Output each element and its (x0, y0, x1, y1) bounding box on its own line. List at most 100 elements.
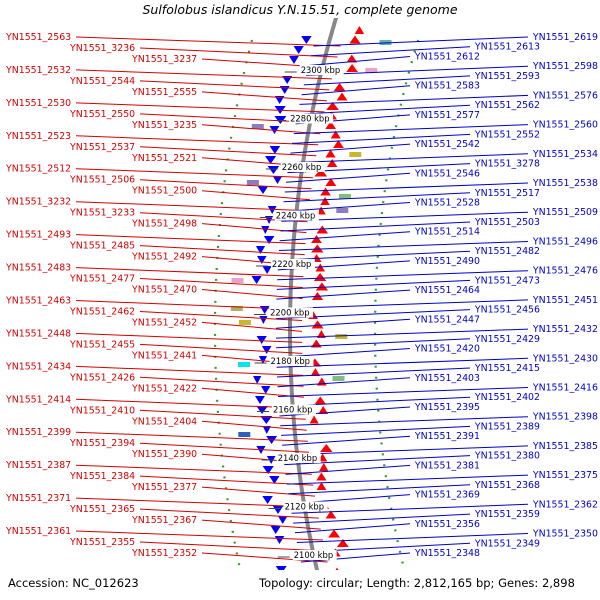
forward-gene-label[interactable]: YN1551_2448 (5, 328, 71, 339)
reverse-gene-label[interactable]: YN1551_2362 (532, 499, 598, 510)
reverse-gene-label[interactable]: YN1551_2542 (414, 139, 480, 150)
forward-gene-label[interactable]: YN1551_2563 (5, 32, 71, 43)
forward-gene-label[interactable]: YN1551_2506 (69, 175, 135, 186)
reverse-gene-label[interactable]: YN1551_2612 (414, 52, 480, 63)
reverse-gene-label[interactable]: YN1551_2598 (532, 61, 598, 72)
forward-gene-label[interactable]: YN1551_2377 (131, 482, 197, 493)
reverse-gene-label[interactable]: YN1551_2593 (474, 71, 540, 82)
forward-gene-label[interactable]: YN1551_2414 (5, 394, 71, 405)
reverse-gene-label[interactable]: YN1551_2476 (532, 266, 598, 277)
forward-gene-label[interactable]: YN1551_2452 (131, 317, 197, 328)
reverse-gene-label[interactable]: YN1551_2560 (532, 120, 598, 131)
forward-gene-label[interactable]: YN1551_2387 (5, 460, 71, 471)
reverse-gene-label[interactable]: YN1551_2482 (474, 246, 540, 257)
forward-gene-label[interactable]: YN1551_2544 (69, 76, 135, 87)
forward-gene-label[interactable]: YN1551_2523 (5, 131, 71, 142)
forward-gene-label[interactable]: YN1551_2371 (5, 493, 71, 504)
reverse-gene-label[interactable]: YN1551_2385 (532, 441, 598, 452)
reverse-gene-label[interactable]: YN1551_2528 (414, 198, 480, 209)
reverse-gene-label[interactable]: YN1551_2577 (414, 110, 480, 121)
forward-gene-label[interactable]: YN1551_2463 (5, 296, 71, 307)
forward-gene-label[interactable]: YN1551_2483 (5, 263, 71, 274)
reverse-gene-label[interactable]: YN1551_2503 (474, 217, 540, 228)
reverse-gene-label[interactable]: YN1551_2576 (532, 90, 598, 101)
forward-gene-label[interactable]: YN1551_3232 (5, 197, 71, 208)
reverse-gene-label[interactable]: YN1551_2368 (474, 480, 540, 491)
reverse-gene-label[interactable]: YN1551_2375 (532, 470, 598, 481)
reverse-gene-label[interactable]: YN1551_2517 (474, 188, 540, 199)
forward-gene-label[interactable]: YN1551_2477 (69, 274, 135, 285)
reverse-gene-label[interactable]: YN1551_2432 (532, 324, 598, 335)
reverse-gene-label[interactable]: YN1551_2348 (414, 548, 480, 559)
forward-gene-label[interactable]: YN1551_3237 (131, 54, 197, 65)
reverse-gene-label[interactable]: YN1551_2583 (414, 81, 480, 92)
reverse-gene-label[interactable]: YN1551_2395 (414, 402, 480, 413)
reverse-gene-label[interactable]: YN1551_2447 (414, 314, 480, 325)
reverse-gene-label[interactable]: YN1551_2356 (414, 519, 480, 530)
reverse-gene-label[interactable]: YN1551_2456 (474, 305, 540, 316)
forward-gene-label[interactable]: YN1551_2455 (69, 339, 135, 350)
forward-gene-label[interactable]: YN1551_2550 (69, 109, 135, 120)
reverse-gene-label[interactable]: YN1551_2415 (474, 363, 540, 374)
forward-gene-label[interactable]: YN1551_2394 (69, 438, 135, 449)
reverse-gene-label[interactable]: YN1551_2496 (532, 237, 598, 248)
forward-gene-label[interactable]: YN1551_2367 (131, 515, 197, 526)
forward-gene-label[interactable]: YN1551_2555 (131, 87, 197, 98)
forward-gene-label[interactable]: YN1551_2470 (131, 285, 197, 296)
forward-gene-label[interactable]: YN1551_2352 (131, 548, 197, 559)
reverse-gene-label[interactable]: YN1551_2538 (532, 178, 598, 189)
reverse-gene-label[interactable]: YN1551_3278 (474, 159, 540, 170)
forward-gene-label[interactable]: YN1551_2537 (69, 142, 135, 153)
forward-gene-label[interactable]: YN1551_3236 (69, 43, 135, 54)
reverse-gene-label[interactable]: YN1551_2613 (474, 42, 540, 53)
forward-gene-label[interactable]: YN1551_2530 (5, 98, 71, 109)
forward-gene-label[interactable]: YN1551_3235 (131, 120, 197, 131)
reverse-gene-label[interactable]: YN1551_2619 (532, 32, 598, 43)
reverse-gene-label[interactable]: YN1551_2514 (414, 227, 480, 238)
forward-gene-label[interactable]: YN1551_2462 (69, 307, 135, 318)
forward-gene-label[interactable]: YN1551_2492 (131, 252, 197, 263)
forward-gene-label[interactable]: YN1551_2404 (131, 416, 197, 427)
forward-gene-label[interactable]: YN1551_2498 (131, 219, 197, 230)
reverse-gene-label[interactable]: YN1551_2429 (474, 334, 540, 345)
reverse-gene-label[interactable]: YN1551_2381 (414, 460, 480, 471)
reverse-gene-label[interactable]: YN1551_2403 (414, 373, 480, 384)
reverse-gene-label[interactable]: YN1551_2562 (474, 100, 540, 111)
forward-gene-label[interactable]: YN1551_2410 (69, 405, 135, 416)
reverse-gene-label[interactable]: YN1551_2552 (474, 129, 540, 140)
reverse-gene-label[interactable]: YN1551_2350 (532, 529, 598, 540)
reverse-gene-label[interactable]: YN1551_2534 (532, 149, 598, 160)
reverse-gene-label[interactable]: YN1551_2430 (532, 353, 598, 364)
reverse-gene-label[interactable]: YN1551_2402 (474, 392, 540, 403)
forward-gene-label[interactable]: YN1551_2500 (131, 186, 197, 197)
forward-gene-label[interactable]: YN1551_2422 (131, 383, 197, 394)
reverse-gene-label[interactable]: YN1551_2359 (474, 509, 540, 520)
forward-gene-label[interactable]: YN1551_2399 (5, 427, 71, 438)
forward-gene-label[interactable]: YN1551_2485 (69, 241, 135, 252)
forward-gene-label[interactable]: YN1551_2532 (5, 65, 71, 76)
reverse-gene-label[interactable]: YN1551_2420 (414, 344, 480, 355)
forward-gene-label[interactable]: YN1551_2521 (131, 153, 197, 164)
reverse-gene-label[interactable]: YN1551_2509 (532, 207, 598, 218)
forward-gene-label[interactable]: YN1551_2384 (69, 471, 135, 482)
reverse-gene-label[interactable]: YN1551_2451 (532, 295, 598, 306)
forward-gene-label[interactable]: YN1551_2493 (5, 230, 71, 241)
forward-gene-label[interactable]: YN1551_3233 (69, 208, 135, 219)
reverse-gene-label[interactable]: YN1551_2416 (532, 383, 598, 394)
reverse-gene-label[interactable]: YN1551_2389 (474, 421, 540, 432)
forward-gene-label[interactable]: YN1551_2390 (131, 449, 197, 460)
forward-gene-label[interactable]: YN1551_2365 (69, 504, 135, 515)
reverse-gene-label[interactable]: YN1551_2464 (414, 285, 480, 296)
reverse-gene-label[interactable]: YN1551_2349 (474, 538, 540, 549)
forward-gene-label[interactable]: YN1551_2441 (131, 350, 197, 361)
reverse-gene-label[interactable]: YN1551_2380 (474, 451, 540, 462)
forward-gene-label[interactable]: YN1551_2426 (69, 372, 135, 383)
reverse-gene-label[interactable]: YN1551_2473 (474, 275, 540, 286)
forward-gene-label[interactable]: YN1551_2355 (69, 537, 135, 548)
reverse-gene-label[interactable]: YN1551_2391 (414, 431, 480, 442)
reverse-gene-label[interactable]: YN1551_2546 (414, 168, 480, 179)
reverse-gene-label[interactable]: YN1551_2490 (414, 256, 480, 267)
forward-gene-label[interactable]: YN1551_2361 (5, 526, 71, 537)
reverse-gene-label[interactable]: YN1551_2369 (414, 490, 480, 501)
forward-gene-label[interactable]: YN1551_2434 (5, 361, 71, 372)
